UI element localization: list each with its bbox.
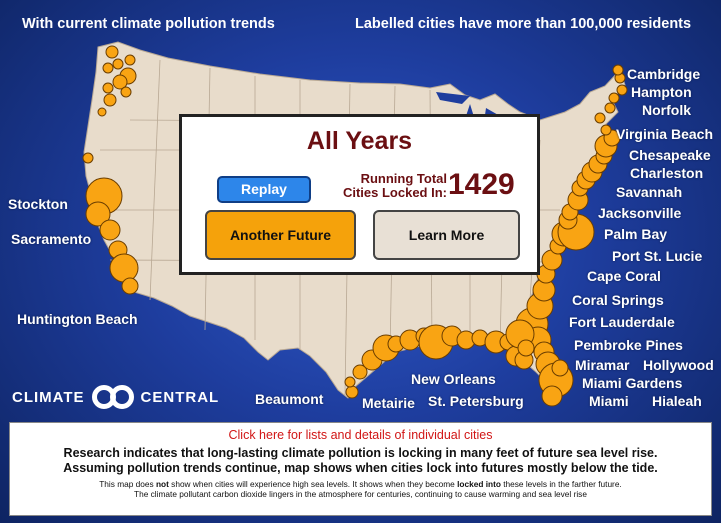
city-label-coral-springs: Coral Springs — [572, 292, 664, 308]
city-label-hampton: Hampton — [631, 84, 692, 100]
city-marker[interactable] — [105, 45, 119, 59]
city-marker[interactable] — [541, 385, 563, 407]
city-label-stockton: Stockton — [8, 196, 68, 212]
city-label-huntington-beach: Huntington Beach — [17, 311, 138, 327]
info-main-text: Research indicates that long-lasting cli… — [10, 446, 711, 476]
another-future-button[interactable]: Another Future — [205, 210, 356, 260]
city-marker[interactable] — [608, 92, 620, 104]
city-label-miami-gardens: Miami Gardens — [582, 375, 683, 391]
city-label-pembroke-pines: Pembroke Pines — [574, 337, 683, 353]
city-label-new-orleans: New Orleans — [411, 371, 496, 387]
city-marker[interactable] — [103, 93, 117, 107]
city-marker[interactable] — [344, 376, 356, 388]
summary-panel: All Years Replay Running Total Cities Lo… — [179, 114, 540, 275]
infinity-logo-icon — [91, 385, 134, 409]
city-marker[interactable] — [102, 82, 114, 94]
running-total-label-line2: Cities Locked In: — [342, 185, 447, 200]
city-label-port-st-lucie: Port St. Lucie — [612, 248, 703, 264]
city-label-chesapeake: Chesapeake — [629, 147, 711, 163]
city-marker[interactable] — [109, 253, 139, 283]
city-label-beaumont: Beaumont — [255, 391, 324, 407]
info-small-line1-c: show when cities will experience high se… — [168, 479, 458, 489]
city-label-norfolk: Norfolk — [642, 102, 691, 118]
city-marker[interactable] — [600, 124, 612, 136]
city-marker[interactable] — [604, 102, 616, 114]
info-small-line1: This map does not show when cities will … — [10, 479, 711, 489]
city-marker[interactable] — [551, 359, 569, 377]
city-label-palm-bay: Palm Bay — [604, 226, 668, 242]
city-label-st-petersburg: St. Petersburg — [428, 393, 524, 409]
learn-more-button[interactable]: Learn More — [373, 210, 520, 260]
info-small-text: This map does not show when cities will … — [10, 479, 711, 499]
header-right-text: Labelled cities have more than 100,000 r… — [355, 16, 692, 32]
city-label-cape-coral: Cape Coral — [587, 268, 661, 284]
logo-text-right: CENTRAL — [140, 388, 220, 406]
city-label-jacksonville: Jacksonville — [598, 205, 682, 221]
city-marker[interactable] — [112, 58, 124, 70]
city-marker[interactable] — [102, 62, 114, 74]
city-marker[interactable] — [612, 64, 624, 76]
city-marker[interactable] — [517, 339, 535, 357]
city-marker[interactable] — [120, 86, 132, 98]
running-total-value: 1429 — [448, 168, 515, 201]
info-small-line1-b: not — [155, 479, 169, 489]
info-small-line1-a: This map does — [99, 479, 156, 489]
city-label-miami: Miami — [589, 393, 629, 409]
city-label-metairie: Metairie — [362, 395, 415, 411]
city-marker[interactable] — [594, 112, 606, 124]
header-left-text: With current climate pollution trends — [22, 16, 275, 32]
city-marker[interactable] — [82, 152, 94, 164]
info-small-line1-d: locked into — [457, 479, 501, 489]
panel-title: All Years — [306, 127, 413, 155]
info-box: Click here for lists and details of indi… — [9, 422, 712, 516]
info-small-line2: The climate pollutant carbon dioxide lin… — [134, 489, 587, 499]
city-marker[interactable] — [124, 54, 136, 66]
city-marker[interactable] — [121, 277, 139, 295]
city-marker[interactable] — [352, 364, 368, 380]
city-label-sacramento: Sacramento — [11, 231, 92, 247]
city-label-savannah: Savannah — [616, 184, 683, 200]
climate-central-logo[interactable]: CLIMATE CENTRAL — [12, 383, 219, 411]
city-label-hollywood: Hollywood — [643, 357, 714, 373]
city-label-charleston: Charleston — [630, 165, 704, 181]
city-marker[interactable] — [345, 385, 359, 399]
info-small-line1-e: these levels in the farther future. — [500, 479, 622, 489]
running-total-label-line1: Running Total — [360, 171, 447, 186]
city-label-fort-lauderdale: Fort Lauderdale — [569, 314, 675, 330]
city-details-link[interactable]: Click here for lists and details of indi… — [228, 428, 493, 442]
city-label-hialeah: Hialeah — [652, 393, 702, 409]
info-main-line1: Research indicates that long-lasting cli… — [63, 446, 658, 460]
city-marker[interactable] — [99, 219, 121, 241]
city-marker[interactable] — [616, 84, 628, 96]
info-main-line2: Assuming pollution trends continue, map … — [63, 461, 658, 475]
city-label-cambridge: Cambridge — [627, 66, 701, 82]
city-marker[interactable] — [97, 107, 107, 117]
city-markers — [82, 45, 628, 407]
city-marker[interactable] — [85, 201, 111, 227]
lake-superior — [436, 92, 470, 104]
running-total-label: Running Total Cities Locked In: — [332, 172, 447, 200]
replay-button[interactable]: Replay — [217, 176, 311, 203]
city-label-miramar: Miramar — [575, 357, 630, 373]
city-marker[interactable] — [112, 74, 128, 90]
city-label-virginia-beach: Virginia Beach — [616, 126, 714, 142]
logo-text-left: CLIMATE — [12, 388, 85, 406]
